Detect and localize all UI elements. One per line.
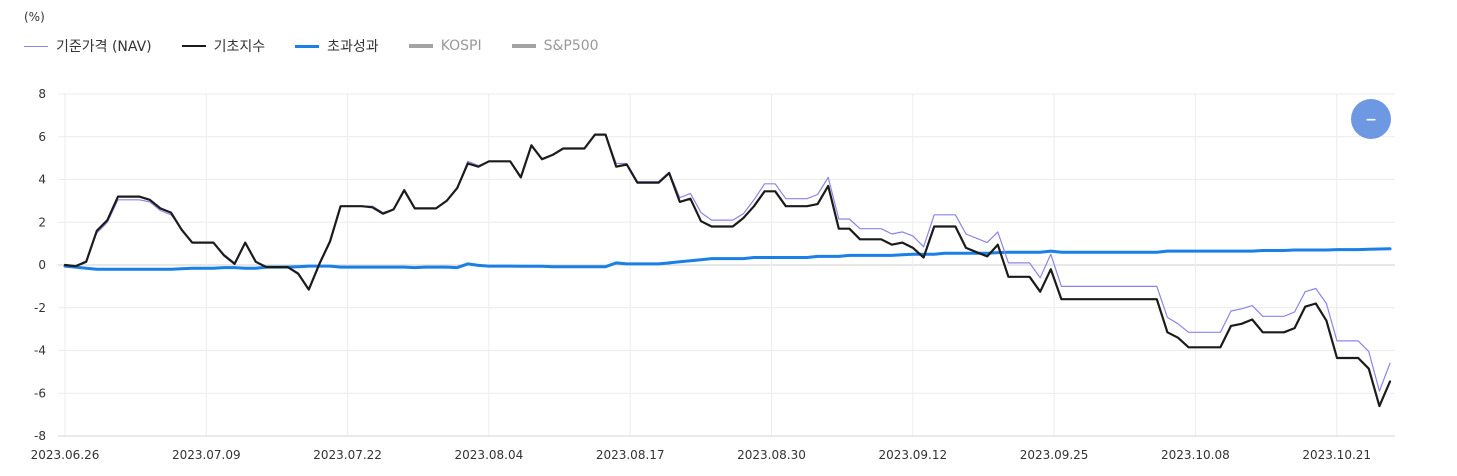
legend-item-kospi[interactable]: KOSPI (408, 36, 482, 56)
legend-swatch-nav (24, 45, 48, 47)
legend-label-sp500: S&P500 (543, 38, 599, 54)
x-tick-label: 2023.08.30 (737, 448, 806, 462)
y-tick-label: -8 (34, 429, 46, 443)
legend-label-benchmark: 기초지수 (213, 39, 266, 55)
x-tick-label: 2023.08.04 (455, 448, 524, 462)
x-tick-label: 2023.10.08 (1161, 448, 1230, 462)
x-tick-label: 2023.09.25 (1020, 448, 1089, 462)
y-tick-label: 8 (38, 87, 46, 101)
legend-swatch-benchmark (181, 45, 206, 47)
x-tick-label: 2023.10.21 (1302, 448, 1371, 462)
y-tick-label: 0 (38, 258, 46, 272)
y-unit-label: (%) (24, 10, 45, 24)
nav-line (64, 134, 1391, 392)
benchmark-line (63, 133, 1392, 408)
y-tick-label: -2 (34, 301, 46, 315)
legend-swatch-sp500 (511, 44, 536, 48)
chart-legend: 기준가격 (NAV) 기초지수 초과성과 KOSPI S&P500 (24, 36, 599, 56)
legend-item-nav[interactable]: 기준가격 (NAV) (24, 36, 152, 56)
y-tick-label: -6 (34, 386, 46, 400)
legend-label-excess: 초과성과 (327, 39, 379, 55)
x-tick-label: 2023.06.26 (31, 448, 100, 462)
y-tick-label: -4 (34, 344, 46, 358)
legend-label-nav: 기준가격 (NAV) (56, 39, 152, 55)
y-tick-label: 6 (38, 130, 46, 144)
x-tick-label: 2023.09.12 (878, 448, 947, 462)
y-tick-label: 4 (38, 173, 46, 187)
x-tick-label: 2023.07.22 (313, 448, 382, 462)
legend-swatch-kospi (408, 44, 433, 48)
legend-item-sp500[interactable]: S&P500 (511, 36, 599, 56)
x-tick-label: 2023.07.09 (172, 448, 241, 462)
x-tick-label: 2023.08.17 (596, 448, 665, 462)
y-tick-label: 2 (38, 215, 46, 229)
legend-label-kospi: KOSPI (440, 38, 482, 54)
zoom-reset-button[interactable]: – (1351, 99, 1391, 139)
legend-item-benchmark[interactable]: 기초지수 (181, 36, 266, 56)
legend-swatch-excess (295, 44, 320, 48)
legend-item-excess[interactable]: 초과성과 (295, 36, 379, 56)
